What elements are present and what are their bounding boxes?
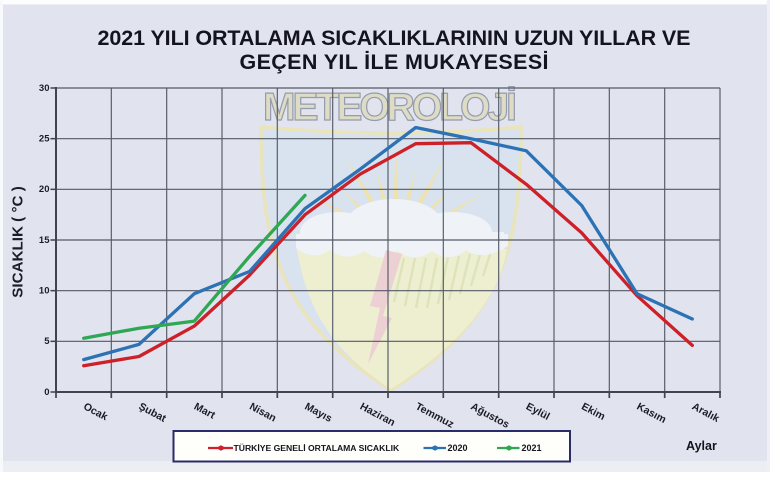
svg-text:10: 10 [39,286,50,297]
svg-text:5: 5 [44,336,50,347]
svg-text:2021 YILI ORTALAMA SICAKLIKLAR: 2021 YILI ORTALAMA SICAKLIKLARININ UZUN … [98,26,691,50]
svg-text:30: 30 [39,83,50,94]
svg-text:15: 15 [39,235,50,246]
svg-text:20: 20 [39,184,50,195]
svg-text:2021: 2021 [522,443,542,453]
svg-text:SICAKLIK ( °C ): SICAKLIK ( °C ) [10,186,27,298]
svg-text:Aylar: Aylar [686,439,717,453]
svg-text:METEOROLOJİ: METEOROLOJİ [263,86,517,129]
svg-text:25: 25 [39,134,50,145]
svg-text:2020: 2020 [448,443,468,453]
svg-text:0: 0 [44,387,49,398]
svg-text:TÜRKİYE GENELİ ORTALAMA SICAK: TÜRKİYE GENELİ ORTALAMA SICAKLIK [234,443,400,453]
svg-text:GEÇEN YIL İLE MUKAYESESİ: GEÇEN YIL İLE MUKAYESESİ [240,50,549,74]
